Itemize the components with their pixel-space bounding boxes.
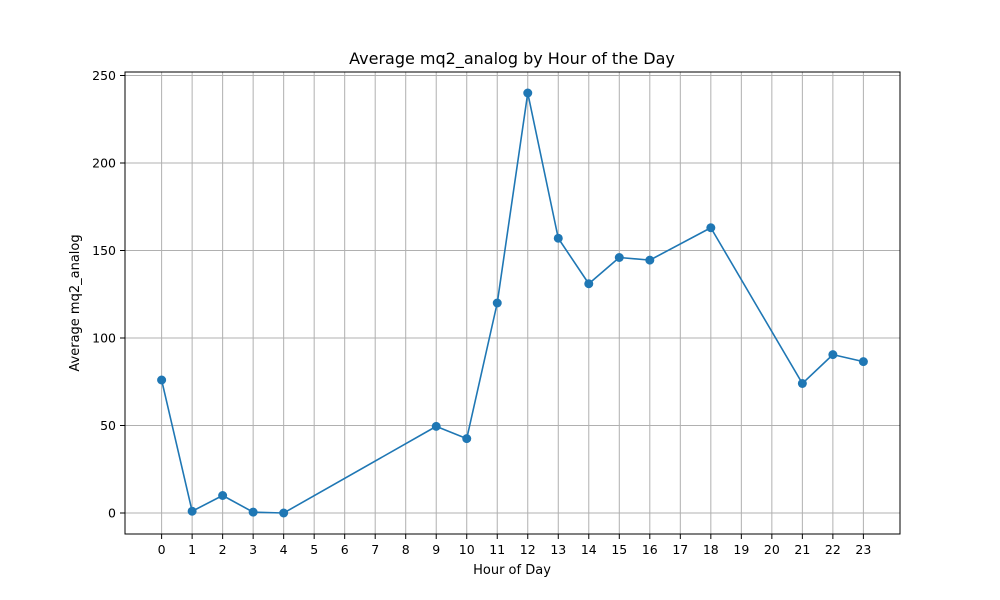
data-points: [157, 88, 868, 518]
x-tick-label: 22: [825, 542, 841, 557]
data-point: [462, 434, 472, 444]
axis-ticks: 0 1 2 3 4 5 6 7 8 9 10 11 12 13 14 15 16 17 18 19 20 21 22 2305…: [92, 68, 871, 557]
chart-title: Average mq2_analog by Hour of the Day: [349, 49, 675, 69]
data-point: [431, 421, 441, 431]
x-tick-label: 5: [310, 542, 318, 557]
x-tick-label: 1: [188, 542, 196, 557]
x-tick-label: 23: [855, 542, 871, 557]
x-tick-label: 4: [280, 542, 288, 557]
data-point: [248, 507, 258, 517]
y-tick-label: 250: [92, 68, 116, 83]
y-tick-label: 50: [100, 418, 116, 433]
x-tick-label: 8: [402, 542, 410, 557]
x-tick-label: 2: [219, 542, 227, 557]
series-line-layer: [160, 92, 864, 514]
x-tick-label: 0: [158, 542, 166, 557]
x-tick-label: 10: [459, 542, 475, 557]
x-tick-label: 6: [341, 542, 349, 557]
y-axis-label: Average mq2_analog: [68, 234, 83, 371]
x-tick-label: 16: [642, 542, 658, 557]
data-point: [279, 508, 289, 518]
plot-frame: [124, 71, 901, 535]
x-tick-label: 13: [550, 542, 566, 557]
data-point: [584, 279, 594, 289]
grid: [125, 72, 900, 534]
data-point: [218, 491, 228, 500]
data-point: [645, 255, 655, 265]
x-tick-label: 20: [764, 542, 780, 557]
x-tick-label: 12: [520, 542, 536, 557]
x-tick-label: 11: [489, 542, 505, 557]
data-point: [187, 506, 197, 516]
x-tick-label: 18: [703, 542, 719, 557]
data-point: [614, 253, 624, 262]
x-tick-label: 19: [733, 542, 749, 557]
y-tick-label: 150: [92, 243, 116, 258]
y-tick-label: 100: [92, 331, 116, 346]
x-axis-label: Hour of Day: [473, 563, 551, 578]
data-point: [706, 223, 716, 233]
x-tick-label: 3: [249, 542, 257, 557]
data-point: [157, 375, 167, 385]
x-tick-label: 14: [581, 542, 597, 557]
x-tick-label: 9: [432, 542, 440, 557]
x-tick-label: 15: [611, 542, 627, 557]
data-point: [858, 357, 868, 367]
x-tick-label: 7: [371, 542, 379, 557]
y-tick-label: 0: [108, 506, 116, 521]
x-tick-label: 17: [672, 542, 688, 557]
x-tick-label: 21: [794, 542, 810, 557]
series-line: [160, 92, 864, 514]
data-point: [797, 379, 807, 388]
data-point: [553, 233, 563, 243]
data-point: [828, 350, 838, 360]
data-point: [492, 298, 502, 308]
data-point: [523, 88, 533, 98]
y-tick-label: 200: [92, 156, 116, 171]
